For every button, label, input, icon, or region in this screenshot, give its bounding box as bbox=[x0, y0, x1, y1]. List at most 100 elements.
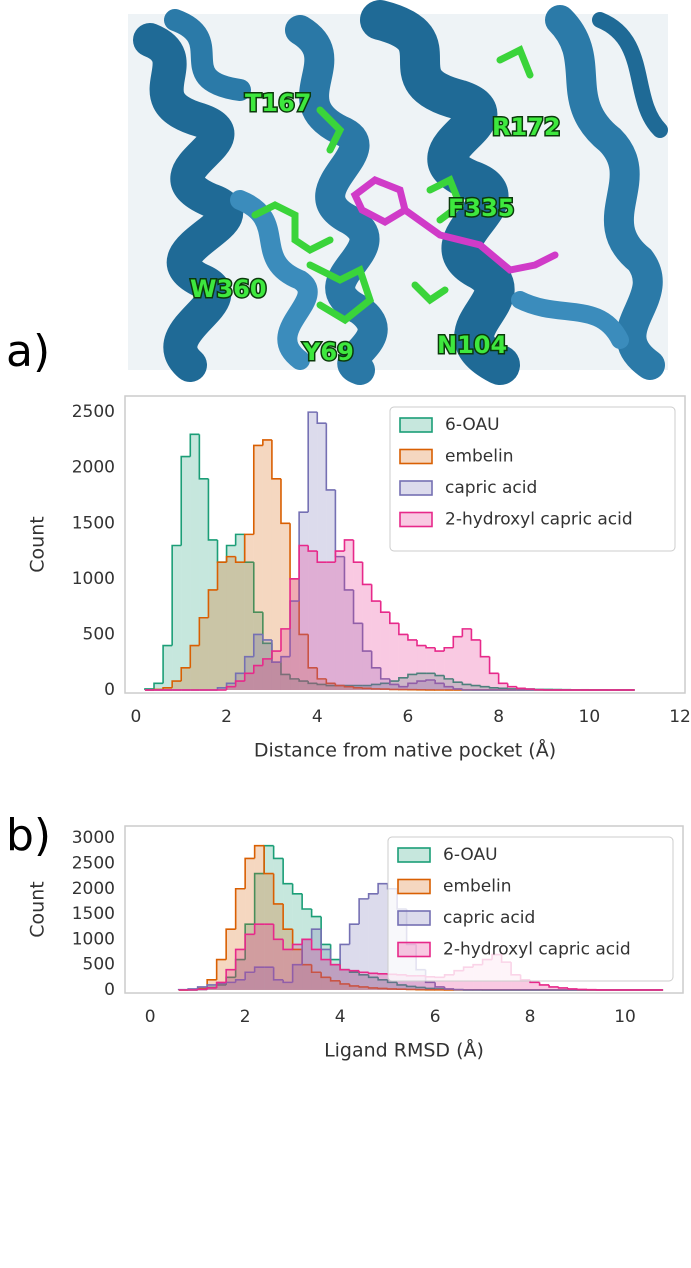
hist-bar bbox=[181, 457, 190, 690]
y-axis-label: Count bbox=[27, 516, 49, 572]
x-tick-label: 10 bbox=[579, 707, 601, 727]
legend-label: embelin bbox=[443, 877, 512, 897]
y-tick-label: 2000 bbox=[72, 458, 115, 478]
hist-bar bbox=[217, 982, 226, 990]
hist-bar bbox=[321, 960, 330, 990]
hist-step bbox=[526, 688, 535, 689]
hist-bar bbox=[199, 618, 208, 690]
legend-swatch bbox=[398, 880, 430, 894]
hist-bar bbox=[426, 648, 435, 690]
hist-bar bbox=[236, 681, 245, 690]
y-axis-label: Count bbox=[27, 881, 49, 937]
hist-step bbox=[490, 657, 499, 674]
hist-step bbox=[335, 490, 344, 557]
hist-bar bbox=[417, 646, 426, 690]
hist-bar bbox=[274, 939, 283, 990]
panel-label: b) bbox=[6, 810, 51, 861]
hist-bar bbox=[208, 590, 217, 690]
hist-bar bbox=[462, 629, 471, 690]
x-tick-label: 6 bbox=[430, 1007, 441, 1027]
y-tick-label: 1000 bbox=[72, 569, 115, 589]
hist-bar bbox=[435, 651, 444, 690]
hist-step bbox=[535, 689, 544, 690]
hist-bar bbox=[390, 623, 399, 690]
y-tick-label: 2500 bbox=[72, 853, 115, 873]
x-tick-label: 6 bbox=[403, 707, 414, 727]
hist-step bbox=[281, 479, 290, 523]
y-tick-label: 2500 bbox=[72, 402, 115, 422]
hist-step bbox=[578, 989, 587, 990]
legend-label: 6-OAU bbox=[443, 845, 498, 865]
hist-bar bbox=[372, 601, 381, 690]
y-tick-label: 0 bbox=[104, 680, 115, 700]
y-tick-label: 2000 bbox=[72, 879, 115, 899]
hist-step bbox=[317, 412, 326, 423]
hist-bar bbox=[302, 939, 311, 990]
hist-bar bbox=[227, 557, 236, 690]
hist-bar bbox=[226, 970, 235, 990]
legend-swatch bbox=[400, 418, 432, 432]
hist-bar bbox=[490, 673, 499, 690]
hist-bar bbox=[480, 657, 489, 690]
hist-bar bbox=[381, 612, 390, 690]
y-tick-label: 1000 bbox=[72, 929, 115, 949]
legend-swatch bbox=[398, 911, 430, 925]
hist-bar bbox=[471, 640, 480, 690]
x-tick-label: 4 bbox=[335, 1007, 346, 1027]
hist-step bbox=[354, 540, 363, 562]
hist-step bbox=[321, 917, 330, 945]
hist-bar bbox=[369, 973, 378, 990]
y-tick-label: 500 bbox=[83, 955, 115, 975]
hist-bar bbox=[272, 651, 281, 690]
hist-step bbox=[198, 989, 207, 990]
hist-bar bbox=[264, 924, 273, 990]
y-tick-label: 3000 bbox=[72, 828, 115, 848]
residue-label: N104 bbox=[437, 331, 507, 359]
hist-bar bbox=[245, 934, 254, 990]
x-axis-label: Distance from native pocket (Å) bbox=[254, 739, 556, 762]
hist-bar bbox=[408, 640, 417, 690]
residue-label: Y69 bbox=[302, 338, 354, 366]
x-tick-label: 2 bbox=[221, 707, 232, 727]
hist-step bbox=[283, 858, 292, 883]
hist-bar bbox=[255, 924, 264, 990]
hist-bar bbox=[378, 974, 387, 990]
y-tick-label: 1500 bbox=[72, 904, 115, 924]
hist-bar bbox=[308, 551, 317, 690]
legend-label: 6-OAU bbox=[445, 415, 500, 435]
x-tick-label: 8 bbox=[493, 707, 504, 727]
hist-step bbox=[390, 612, 399, 623]
hist-step bbox=[302, 894, 311, 909]
hist-bar bbox=[254, 666, 263, 690]
hist-bar bbox=[281, 629, 290, 690]
hist-bar bbox=[293, 944, 302, 990]
protein-render: T167 R172 F335 W360 Y69 N104 bbox=[128, 14, 668, 370]
residue-label: F335 bbox=[448, 194, 515, 222]
hist-step bbox=[435, 648, 444, 651]
y-tick-label: 1500 bbox=[72, 513, 115, 533]
hist-bar bbox=[163, 646, 172, 690]
hist-bar bbox=[245, 673, 254, 690]
y-tick-label: 500 bbox=[83, 624, 115, 644]
hist-step bbox=[399, 623, 408, 634]
hist-step bbox=[499, 673, 508, 683]
hist-step bbox=[471, 629, 480, 640]
hist-bar bbox=[263, 659, 272, 690]
hist-step bbox=[408, 634, 417, 640]
hist-bar bbox=[172, 546, 181, 690]
hist-bar bbox=[499, 683, 508, 690]
hist-step bbox=[517, 687, 526, 689]
hist-step bbox=[568, 988, 577, 989]
legend-swatch bbox=[400, 513, 432, 527]
legend-label: capric acid bbox=[445, 478, 537, 498]
hist-step bbox=[199, 434, 208, 478]
legend-label: 2-hydroxyl capric acid bbox=[445, 510, 633, 530]
hist-bar bbox=[530, 982, 539, 990]
hist-bar bbox=[312, 949, 321, 989]
hist-bar bbox=[290, 579, 299, 690]
hist-step bbox=[326, 423, 335, 490]
hist-bar bbox=[453, 637, 462, 690]
x-tick-label: 2 bbox=[240, 1007, 251, 1027]
legend-label: embelin bbox=[445, 447, 514, 467]
hist-bar bbox=[335, 551, 344, 690]
